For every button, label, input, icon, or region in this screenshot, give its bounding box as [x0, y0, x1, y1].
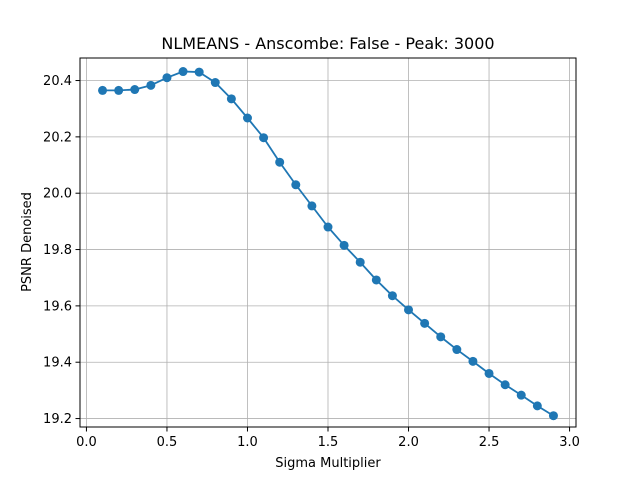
data-point [500, 380, 510, 390]
data-point [339, 240, 349, 250]
data-point [275, 157, 285, 167]
data-point [226, 94, 236, 104]
x-tick-label: 0.0 [76, 435, 97, 450]
x-tick-label: 3.0 [559, 435, 580, 450]
data-point [532, 401, 542, 411]
series-marker-layer [98, 67, 558, 421]
data-point [371, 275, 381, 285]
grid [80, 58, 576, 427]
data-point [210, 78, 220, 88]
x-tick-label: 2.5 [479, 435, 500, 450]
data-point [548, 411, 558, 421]
data-point [323, 222, 333, 232]
data-point [178, 67, 188, 77]
data-point [468, 356, 478, 366]
data-point [242, 113, 252, 123]
y-axis-label: PSNR Denoised [20, 192, 35, 292]
data-point [387, 291, 397, 301]
x-tick-label: 1.0 [237, 435, 258, 450]
data-point [452, 345, 462, 355]
y-tick-label: 20.2 [43, 130, 72, 145]
data-point [307, 201, 317, 211]
x-tick-label: 2.0 [398, 435, 419, 450]
data-point [130, 85, 140, 95]
data-point [436, 332, 446, 342]
data-point [162, 73, 172, 83]
x-tick-label: 0.5 [157, 435, 178, 450]
data-point [484, 368, 494, 378]
data-point [355, 257, 365, 267]
y-tick-label: 19.2 [43, 412, 72, 427]
data-point [420, 318, 430, 328]
y-tick-label: 19.8 [43, 243, 72, 258]
data-point [259, 133, 269, 143]
y-axis-ticks: 19.2 19.4 19.6 19.8 20.0 20.2 20.4 [43, 74, 80, 427]
data-point [98, 85, 108, 95]
y-tick-label: 19.4 [43, 356, 72, 371]
y-tick-label: 20.0 [43, 187, 72, 202]
chart-title: NLMEANS - Anscombe: False - Peak: 3000 [161, 34, 494, 53]
data-point [114, 85, 124, 95]
data-point [146, 80, 156, 90]
x-axis-ticks: 0.0 0.5 1.0 1.5 2.0 2.5 3.0 [76, 427, 580, 450]
data-point [194, 67, 204, 77]
y-tick-label: 20.4 [43, 74, 72, 89]
x-tick-label: 1.5 [318, 435, 339, 450]
data-point [404, 305, 414, 315]
data-point [516, 390, 526, 400]
x-axis-label: Sigma Multiplier [275, 456, 381, 471]
data-point [291, 180, 301, 190]
y-tick-label: 19.6 [43, 299, 72, 314]
